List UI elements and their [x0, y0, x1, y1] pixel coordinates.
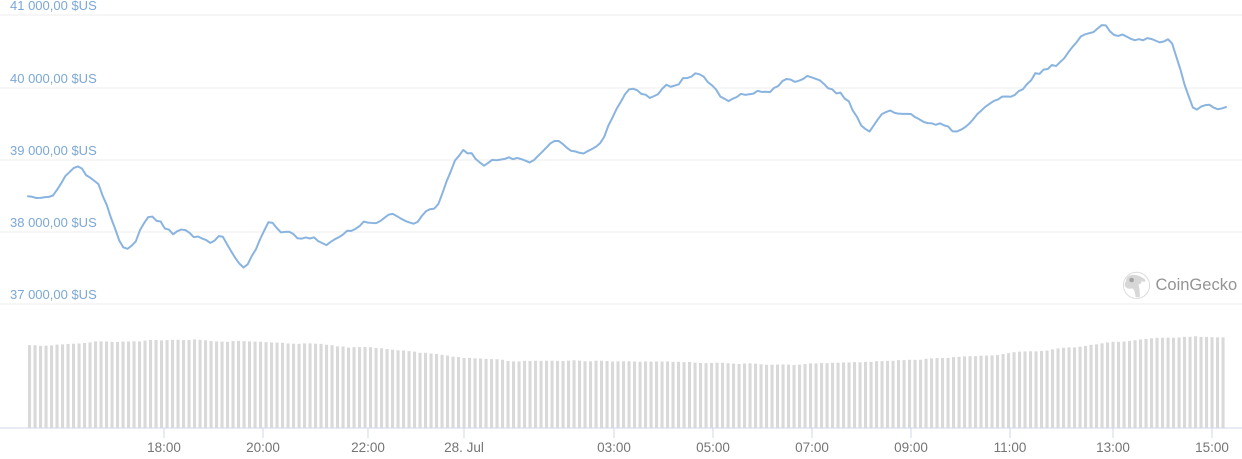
svg-text:11:00: 11:00: [994, 440, 1027, 455]
svg-text:28. Jul: 28. Jul: [444, 440, 484, 455]
svg-text:15:00: 15:00: [1195, 440, 1229, 455]
svg-text:41 000,00 $US: 41 000,00 $US: [10, 0, 97, 13]
svg-text:09:00: 09:00: [894, 440, 928, 455]
svg-text:39 000,00 $US: 39 000,00 $US: [10, 143, 97, 158]
svg-text:18:00: 18:00: [147, 440, 181, 455]
svg-text:38 000,00 $US: 38 000,00 $US: [10, 215, 97, 230]
svg-text:07:00: 07:00: [795, 440, 829, 455]
svg-text:20:00: 20:00: [246, 440, 280, 455]
svg-text:22:00: 22:00: [351, 440, 385, 455]
svg-text:05:00: 05:00: [696, 440, 730, 455]
svg-text:13:00: 13:00: [1096, 440, 1130, 455]
svg-text:03:00: 03:00: [597, 440, 631, 455]
svg-text:CoinGecko: CoinGecko: [1156, 276, 1238, 294]
svg-text:37 000,00 $US: 37 000,00 $US: [10, 287, 97, 302]
svg-text:40 000,00 $US: 40 000,00 $US: [10, 71, 97, 86]
